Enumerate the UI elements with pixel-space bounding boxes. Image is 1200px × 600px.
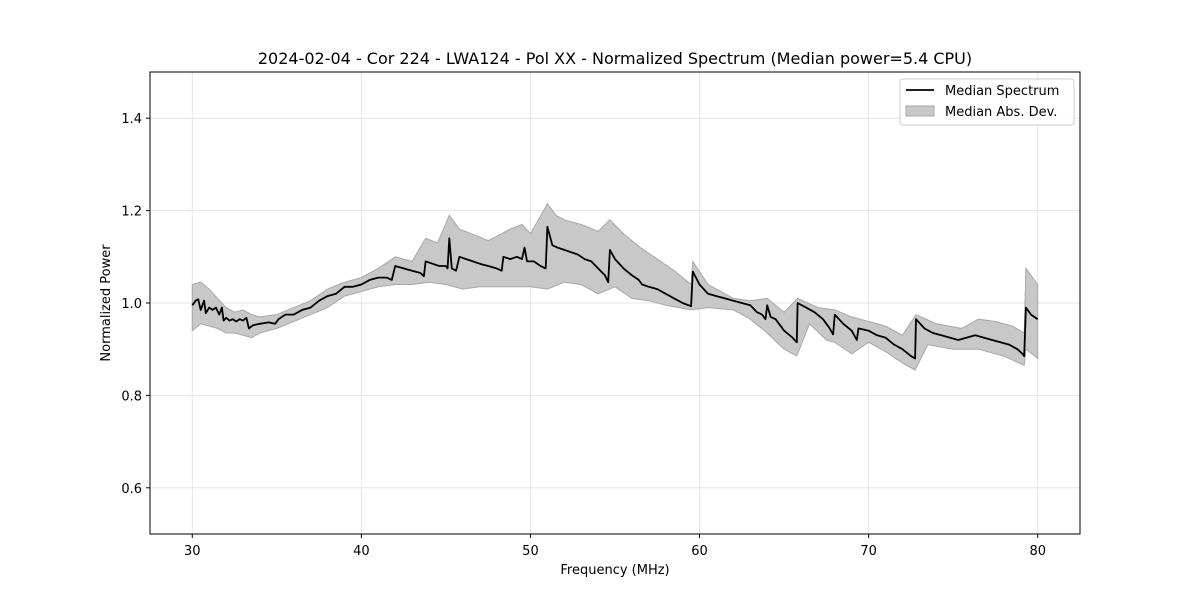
y-tick-label: 1.4 [121,112,142,127]
x-tick-label: 70 [860,544,877,559]
legend-label-median-spectrum: Median Spectrum [945,84,1059,99]
legend: Median Spectrum Median Abs. Dev. [899,78,1075,126]
x-tick-label: 80 [1029,544,1046,559]
y-tick-label: 1.0 [121,297,142,312]
y-tick-label: 1.2 [121,205,142,220]
x-axis: 30 40 50 60 70 80 [184,534,1046,559]
x-tick-label: 30 [184,544,201,559]
y-tick-label: 0.8 [121,389,142,404]
chart-title: 2024-02-04 - Cor 224 - LWA124 - Pol XX -… [258,49,972,68]
x-tick-label: 60 [691,544,708,559]
x-tick-label: 40 [353,544,370,559]
median-spectrum-line [191,225,1039,360]
y-axis-label: Normalized Power [99,244,114,362]
x-tick-label: 50 [522,544,539,559]
x-axis-label: Frequency (MHz) [560,563,669,578]
y-axis: 0.6 0.8 1.0 1.2 1.4 [121,112,150,497]
y-tick-label: 0.6 [121,482,142,497]
legend-box [899,78,1075,126]
legend-band-swatch [905,105,935,117]
legend-label-median-abs-dev: Median Abs. Dev. [945,105,1057,120]
